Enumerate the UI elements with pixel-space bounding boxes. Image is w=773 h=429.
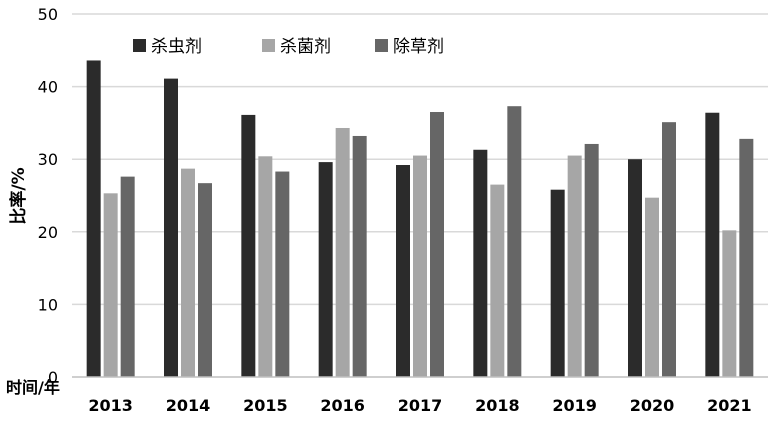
bar-2013-series-2 [103,193,118,377]
bars-layer [86,60,754,378]
legend-swatch [262,39,275,52]
x-tick-label: 2019 [552,396,597,415]
bar-2017-series-3 [430,112,444,377]
y-tick-label: 50 [38,5,58,24]
bar-2020-series-1 [628,159,642,377]
bar-2015-series-2 [258,156,273,377]
bar-2017-series-2 [413,155,427,377]
legend-swatch [133,39,146,52]
y-tick-label: 40 [38,78,58,97]
bar-2021-series-1 [705,112,720,378]
bar-2019-series-2 [567,155,582,377]
axis-layer: 0 10 20 30 40 50 2013 2014 2015 2016 2017 2018 2019 2… [38,5,768,415]
bar-2015-series-1 [241,114,256,377]
bar-2014-series-3 [198,183,212,377]
bar-2013-series-3 [120,176,135,377]
legend-swatch [375,39,388,52]
bar-2016-series-1 [318,162,333,377]
bar-2018-series-2 [490,184,505,377]
y-tick-label: 10 [38,295,58,314]
bar-2021-series-2 [722,230,737,377]
bar-2014-series-2 [181,168,195,377]
x-tick-label: 2018 [475,396,520,415]
x-tick-label: 2021 [707,396,752,415]
y-axis-label: 比率/% [8,167,29,224]
bar-2020-series-3 [662,122,676,377]
bar-2021-series-3 [739,138,754,377]
y-tick-label: 30 [38,150,58,169]
x-tick-label: 2014 [166,396,211,415]
bar-2017-series-1 [396,165,410,377]
x-tick-label: 2015 [243,396,288,415]
bar-2019-series-3 [584,143,599,377]
x-tick-label: 2020 [630,396,675,415]
bar-2014-series-1 [164,78,178,377]
bar-2013-series-1 [86,60,101,378]
y-tick-label: 0 [48,368,58,387]
bar-2015-series-3 [275,171,290,377]
bar-2020-series-2 [645,197,659,377]
legend-label: 杀菌剂 [280,37,331,57]
bar-2018-series-1 [473,149,488,377]
bar-2019-series-1 [550,189,565,377]
x-tick-label: 2017 [398,396,443,415]
x-tick-label: 2016 [320,396,365,415]
legend-label: 除草剂 [393,37,444,57]
bar-2016-series-2 [335,127,350,378]
legend: 杀虫剂 杀菌剂 除草剂 [133,37,444,57]
x-tick-label: 2013 [88,396,133,415]
bar-2018-series-3 [507,106,522,378]
y-tick-label: 20 [38,223,58,242]
legend-label: 杀虫剂 [151,37,202,57]
x-axis-label: 时间/年 [6,378,60,397]
bar-2016-series-3 [352,135,367,377]
